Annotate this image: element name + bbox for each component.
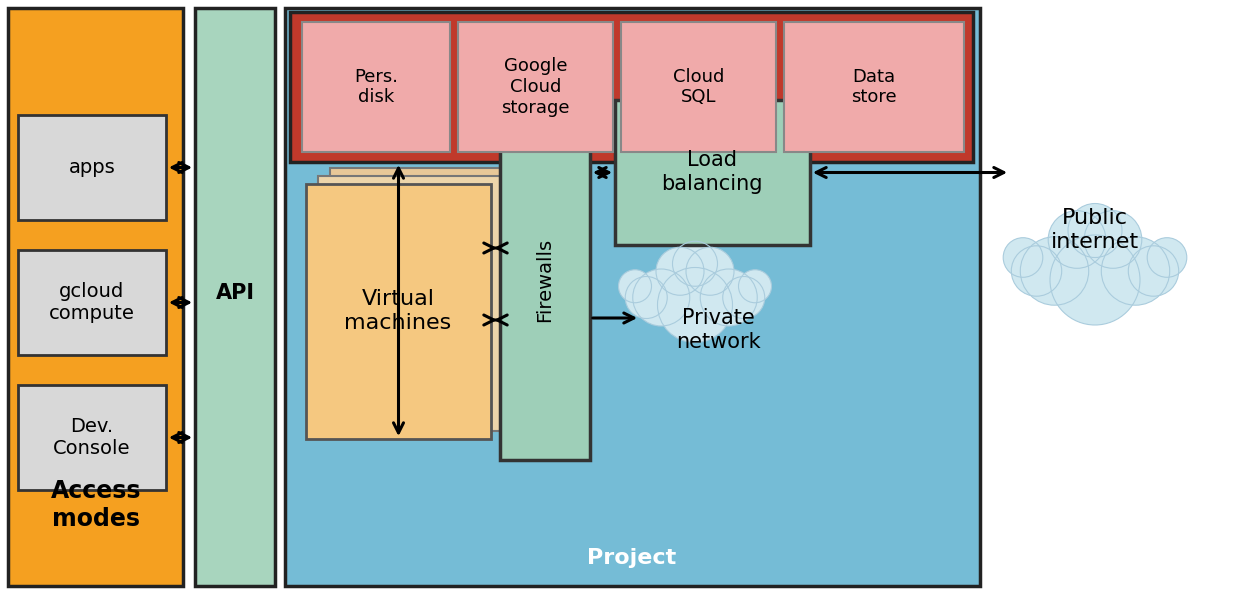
Text: Load
balancing: Load balancing <box>662 150 763 194</box>
Circle shape <box>738 270 772 303</box>
Bar <box>784 22 964 152</box>
Circle shape <box>1003 238 1043 278</box>
Bar <box>285 8 980 586</box>
Circle shape <box>618 270 652 303</box>
Bar <box>7 8 183 586</box>
Text: Public
internet: Public internet <box>1051 208 1139 252</box>
Text: gcloud
compute: gcloud compute <box>49 282 135 323</box>
Circle shape <box>625 276 667 318</box>
Circle shape <box>1048 211 1106 268</box>
Bar <box>458 22 614 152</box>
Text: Project: Project <box>588 548 677 568</box>
Bar <box>19 250 166 355</box>
Circle shape <box>1021 237 1089 305</box>
Circle shape <box>633 269 690 326</box>
Circle shape <box>687 247 734 295</box>
Text: Data
store: Data store <box>851 67 897 107</box>
Bar <box>306 184 491 439</box>
Bar <box>330 168 515 423</box>
Circle shape <box>700 269 757 326</box>
Text: Cloud
SQL: Cloud SQL <box>673 67 724 107</box>
Circle shape <box>1101 237 1170 305</box>
Text: Firewalls: Firewalls <box>536 238 554 322</box>
Text: Virtual
machines: Virtual machines <box>344 290 452 332</box>
Bar <box>318 176 503 431</box>
Text: Dev.
Console: Dev. Console <box>53 417 131 458</box>
Text: apps: apps <box>68 158 115 177</box>
Circle shape <box>1068 203 1122 258</box>
Bar <box>500 100 590 460</box>
Circle shape <box>1147 238 1186 278</box>
Bar <box>19 115 166 220</box>
Bar <box>195 8 275 586</box>
Bar <box>289 12 974 162</box>
Text: Access
modes: Access modes <box>51 479 141 531</box>
Text: Pers.
disk: Pers. disk <box>354 67 398 107</box>
Bar <box>302 22 450 152</box>
Circle shape <box>1128 246 1179 296</box>
Circle shape <box>673 241 717 286</box>
Circle shape <box>656 247 704 295</box>
Text: API: API <box>215 283 255 303</box>
Circle shape <box>1084 211 1142 268</box>
Circle shape <box>1050 235 1141 325</box>
Circle shape <box>658 267 732 343</box>
Text: Private
network: Private network <box>675 308 761 352</box>
Bar <box>621 22 776 152</box>
Bar <box>19 385 166 490</box>
Circle shape <box>722 276 764 318</box>
Circle shape <box>1012 246 1061 296</box>
Bar <box>615 100 810 245</box>
Text: Google
Cloud
storage: Google Cloud storage <box>501 57 570 117</box>
